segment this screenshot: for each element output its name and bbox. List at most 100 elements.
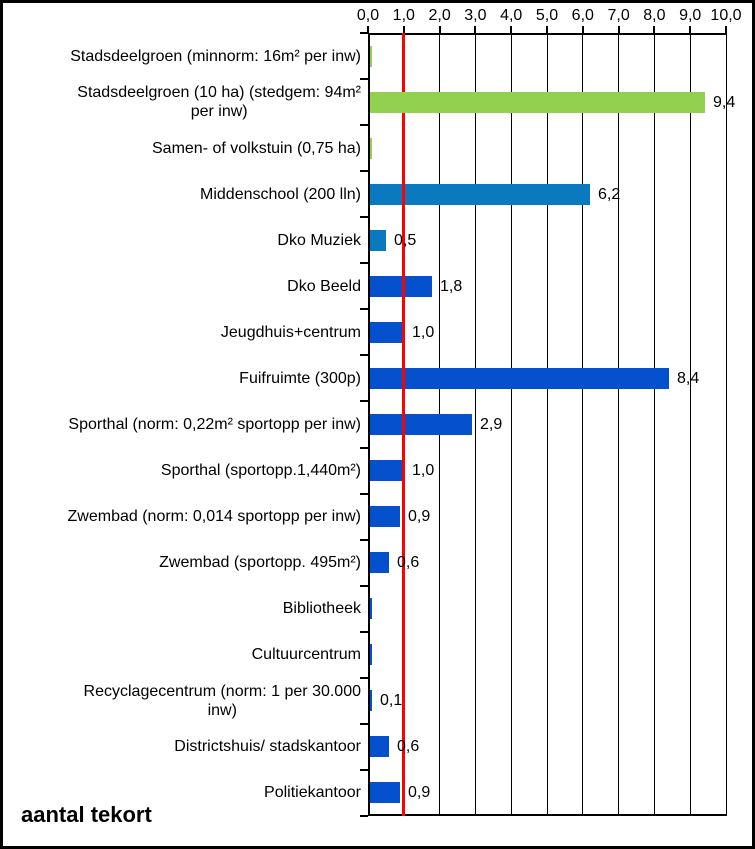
category-label: Bibliotheek — [7, 586, 361, 632]
category-label: Fuifruimte (300p) — [7, 355, 361, 401]
bar-value-label: 1,0 — [412, 323, 435, 341]
bar-value-label: 1,8 — [440, 277, 463, 295]
x-axis-tick — [438, 26, 441, 33]
bar-value-label: 6,2 — [598, 185, 621, 203]
bar — [370, 137, 372, 159]
x-axis-tick — [725, 26, 727, 33]
gridline — [618, 33, 620, 816]
reference-line — [402, 33, 406, 816]
category-axis-tick — [360, 630, 368, 633]
gridline — [474, 33, 476, 816]
bar-value-label: 1,0 — [412, 462, 435, 480]
category-label: Jeugdhuis+centrum — [7, 309, 361, 355]
category-label-text: Middenschool (200 lln) — [200, 185, 361, 203]
category-label: Sporthal (norm: 0,22m² sportopp per inw) — [7, 401, 361, 447]
category-label-text: Cultuurcentrum — [251, 646, 361, 664]
category-label: Recyclagecentrum (norm: 1 per 30.000 inw… — [7, 678, 361, 724]
x-tick-label: 9,0 — [679, 7, 702, 24]
category-label-text: Sporthal (sportopp.1,440m²) — [160, 462, 361, 480]
bar — [370, 782, 400, 804]
category-axis-tick — [360, 354, 368, 357]
category-axis-tick — [360, 492, 368, 495]
category-label-text: Stadsdeelgroen (minnorm: 16m² per inw) — [70, 47, 361, 65]
bar-value-label: 0,1 — [380, 692, 403, 710]
x-axis-tick — [402, 26, 405, 33]
x-axis-tick — [546, 26, 548, 33]
bar-value-label: 0,9 — [408, 784, 431, 802]
bar — [370, 321, 404, 343]
x-axis-tick — [510, 26, 513, 33]
category-axis-tick — [360, 538, 368, 541]
plot-bottom-line — [368, 814, 726, 816]
gridline — [689, 33, 691, 816]
category-label: Dko Beeld — [7, 263, 361, 309]
category-label: Politiekantoor — [7, 770, 361, 816]
x-tick-label: 8,0 — [643, 7, 666, 24]
bar — [370, 644, 372, 666]
category-label-text: Samen- of volkstuin (0,75 ha) — [152, 139, 361, 157]
bar — [370, 506, 400, 528]
x-tick-label: 10,0 — [710, 7, 742, 24]
x-tick-label: 2,0 — [428, 7, 451, 24]
gridline — [546, 33, 548, 816]
x-tick-label: 7,0 — [607, 7, 630, 24]
category-axis-tick — [360, 584, 368, 587]
x-axis-tick — [474, 26, 477, 33]
category-axis-line — [368, 33, 370, 816]
category-axis-tick — [360, 676, 368, 679]
bar-value-label: 9,4 — [713, 93, 736, 111]
x-axis-tick — [581, 26, 584, 33]
category-label: Stadsdeelgroen (minnorm: 16m² per inw) — [7, 33, 361, 79]
category-axis-tick — [360, 124, 368, 127]
bar — [370, 229, 386, 251]
x-tick-label: 5,0 — [535, 7, 559, 24]
x-axis-tick — [617, 26, 620, 33]
bar — [370, 45, 372, 67]
x-tick-label: 3,0 — [464, 7, 487, 24]
bar — [370, 690, 372, 712]
category-axis-tick — [360, 768, 368, 771]
plot-area: 9,4 6,2 0,5 1,8 1,0 8,4 2,9 1,0 0,9 0,6 0,1 0,6 0,9 — [360, 26, 735, 817]
category-label-text: Zwembad (norm: 0,014 sportopp per inw) — [67, 508, 361, 526]
gridline — [582, 33, 584, 816]
category-label-text: Politiekantoor — [264, 784, 361, 802]
bar-value-label: 0,5 — [394, 231, 417, 249]
category-axis-tick — [360, 262, 368, 265]
axis-title-aantal-tekort: aantal tekort — [21, 802, 152, 827]
bar-value-label: 0,9 — [408, 508, 431, 526]
category-axis-tick — [360, 446, 368, 449]
category-label-text: Districtshuis/ stadskantoor — [174, 738, 361, 756]
bar — [370, 91, 705, 113]
category-label-text: Bibliotheek — [282, 600, 361, 618]
bar-value-label: 0,6 — [397, 554, 420, 572]
category-label: Dko Muziek — [7, 217, 361, 263]
category-label-text: Fuifruimte (300p) — [239, 369, 361, 387]
category-label-text: Dko Muziek — [277, 231, 361, 249]
x-tick-label: 1,0 — [392, 7, 415, 24]
category-label-text: Jeugdhuis+centrum — [220, 323, 361, 341]
bar — [370, 275, 432, 297]
category-axis-tick — [360, 400, 368, 403]
bar — [370, 736, 389, 758]
bar — [370, 598, 372, 620]
category-axis-tick — [360, 78, 368, 81]
bar — [370, 367, 669, 389]
x-axis-tick — [689, 26, 692, 33]
bar-chart: 0,0 1,0 2,0 3,0 4,0 5,0 6,0 7,0 8,0 9,0 10,0 9,4 6,… — [3, 3, 752, 846]
category-label: Stadsdeelgroen (10 ha) (stedgem: 94m² pe… — [7, 79, 361, 125]
bar — [370, 460, 404, 482]
category-label-text: Stadsdeelgroen (10 ha) (stedgem: 94m² pe… — [77, 84, 361, 121]
x-axis-line — [368, 33, 726, 35]
category-axis-tick — [360, 32, 368, 34]
category-label-text: Recyclagecentrum (norm: 1 per 30.000 inw… — [83, 682, 361, 719]
category-label: Districtshuis/ stadskantoor — [7, 724, 361, 770]
bar-value-label: 2,9 — [480, 416, 503, 433]
category-label: Cultuurcentrum — [7, 632, 361, 678]
gridline — [725, 33, 727, 816]
category-label: Zwembad (sportopp. 495m²) — [7, 540, 361, 586]
category-axis-tick — [360, 216, 368, 219]
category-axis-tick — [360, 815, 368, 817]
bar — [370, 414, 472, 435]
bar — [370, 183, 590, 205]
x-tick-label: 0,0 — [356, 7, 380, 24]
